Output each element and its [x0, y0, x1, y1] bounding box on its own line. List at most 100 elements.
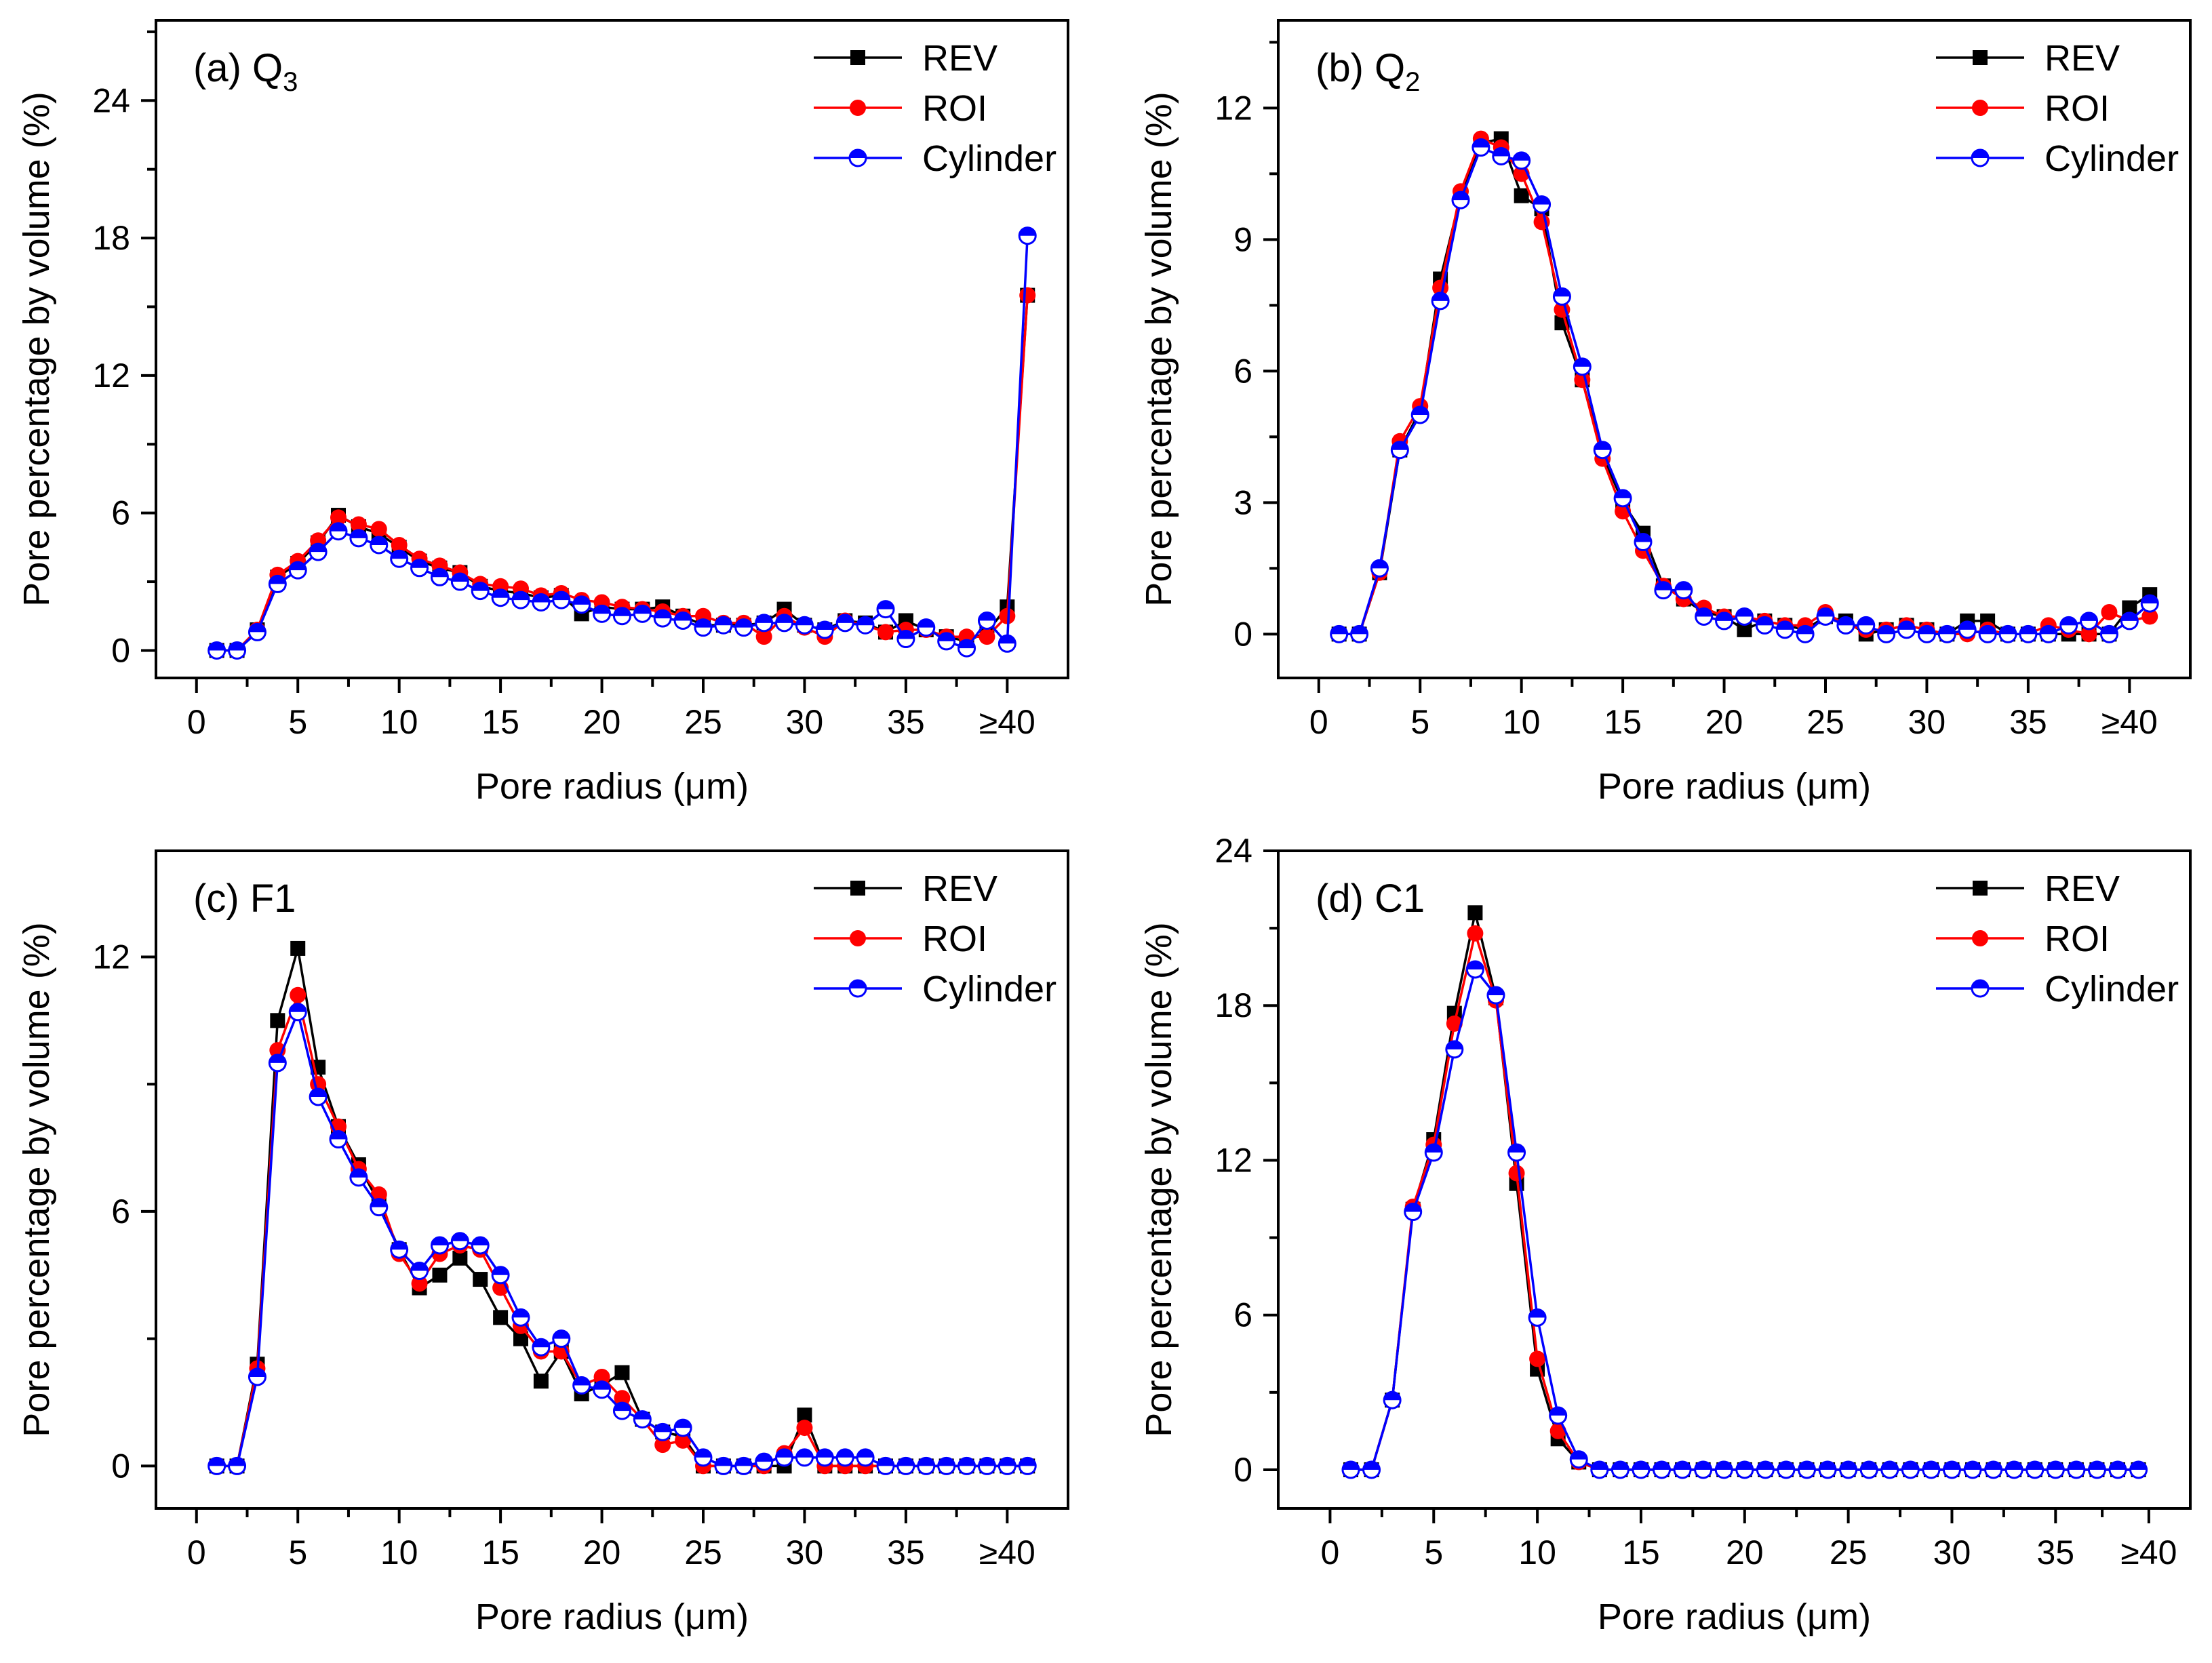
data-point — [1998, 624, 2017, 643]
panel-title-main: (c) F1 — [193, 877, 296, 921]
data-point — [755, 628, 772, 645]
data-point — [835, 1448, 854, 1467]
x-tick-label: 35 — [887, 1534, 925, 1571]
data-point — [228, 641, 247, 660]
data-point — [1383, 1390, 1402, 1409]
data-point — [835, 614, 854, 633]
data-point — [2122, 600, 2137, 616]
x-tick-label: 35 — [887, 703, 925, 741]
data-point — [1569, 1450, 1588, 1469]
data-point — [2140, 594, 2159, 613]
data-point — [1613, 489, 1632, 508]
series-roi — [208, 986, 1036, 1475]
data-point — [1755, 616, 1774, 635]
data-point — [471, 582, 490, 601]
panel-title-subscript: 2 — [1405, 67, 1420, 97]
legend-label: ROI — [922, 88, 987, 129]
data-point — [612, 1401, 631, 1420]
data-point — [1390, 441, 1409, 460]
y-tick-label: 6 — [111, 1193, 130, 1230]
data-point — [1901, 1460, 1920, 1479]
y-tick-label: 18 — [1214, 986, 1252, 1024]
x-tick-label: ≥40 — [2101, 703, 2158, 741]
x-tick-label: 30 — [1933, 1534, 1971, 1571]
data-point — [1715, 612, 1734, 630]
panel-title: (b) Q2 — [1316, 46, 1420, 97]
legend-marker — [1973, 881, 1988, 896]
data-point — [937, 632, 956, 651]
legend-label: Cylinder — [2045, 138, 2179, 179]
data-point — [1472, 138, 1490, 157]
data-point — [370, 521, 387, 538]
data-point — [248, 1367, 266, 1386]
data-point — [815, 620, 834, 639]
data-point — [917, 1456, 936, 1475]
data-point — [593, 1380, 612, 1399]
data-point — [511, 1308, 530, 1327]
x-tick-label: 5 — [288, 1534, 307, 1571]
x-axis-title: Pore radius (μm) — [1598, 766, 1871, 807]
data-point — [2120, 612, 2139, 630]
legend-label: Cylinder — [922, 969, 1056, 1009]
data-point — [349, 1168, 368, 1187]
data-point — [1019, 287, 1036, 304]
data-point — [593, 1369, 610, 1385]
series-line — [1351, 928, 2139, 1471]
data-point — [2129, 1460, 2148, 1479]
data-point — [1777, 1460, 1796, 1479]
data-point — [998, 1456, 1016, 1475]
x-tick-label: 20 — [1726, 1534, 1764, 1571]
data-point — [896, 630, 915, 649]
legend-item-roi: ROI — [814, 919, 987, 959]
y-tick-label: 0 — [111, 1447, 130, 1485]
data-point — [1917, 624, 1936, 643]
data-point — [450, 1232, 469, 1251]
data-point — [796, 1420, 813, 1437]
data-point — [1533, 195, 1552, 214]
data-point — [309, 542, 328, 561]
data-point — [1836, 616, 1855, 635]
chart-panel-4: 0 5 10 15 20 25 30 35 ≥40 0 6 12 18 24 Pore radius (μm… — [1139, 832, 2192, 1637]
data-point — [1816, 607, 1835, 626]
data-point — [1465, 960, 1484, 979]
data-point — [290, 986, 307, 1003]
data-point — [1673, 1460, 1692, 1479]
data-point — [2039, 624, 2058, 643]
y-axis-title: Pore percentage by volume (%) — [16, 92, 57, 606]
data-point — [1528, 1308, 1547, 1327]
data-point — [350, 516, 367, 533]
legend-item-rev: REV — [814, 868, 998, 909]
chart-panel-2: 0 5 10 15 20 25 30 35 ≥40 0 3 6 9 12 Pore radius (μm) P… — [1139, 19, 2192, 807]
data-point — [2059, 616, 2078, 635]
legend-item-rev: REV — [1936, 868, 2120, 909]
y-tick-label: 0 — [1233, 615, 1252, 653]
data-point — [1486, 986, 1505, 1005]
y-tick-label: 12 — [1214, 89, 1252, 127]
data-point — [653, 609, 672, 628]
chart-panel-3: 0 5 10 15 20 25 30 35 ≥40 0 6 12 Pore radius (μm) Por… — [16, 849, 1069, 1637]
data-point — [1735, 1460, 1754, 1479]
legend-item-roi: ROI — [814, 88, 987, 129]
data-point — [653, 1422, 672, 1441]
data-point — [1897, 620, 1916, 639]
data-point — [1796, 624, 1815, 643]
data-point — [999, 607, 1016, 624]
data-point — [1963, 1460, 1982, 1479]
data-point — [673, 1418, 692, 1437]
x-tick-label: 30 — [1908, 703, 1946, 741]
data-point — [208, 1456, 226, 1475]
data-point — [1404, 1203, 1423, 1222]
data-point — [1632, 1460, 1651, 1479]
data-point — [1737, 622, 1752, 637]
panel-title: (a) Q3 — [193, 46, 298, 97]
data-point — [390, 549, 409, 568]
data-point — [614, 1365, 630, 1380]
data-point — [330, 509, 347, 526]
y-tick-label: 0 — [111, 631, 130, 669]
x-tick-label: 20 — [583, 1534, 621, 1571]
y-tick-label: 6 — [1233, 352, 1252, 390]
data-point — [1880, 1460, 1899, 1479]
data-point — [1446, 1015, 1463, 1032]
data-point — [491, 588, 510, 607]
data-point — [432, 1267, 448, 1283]
